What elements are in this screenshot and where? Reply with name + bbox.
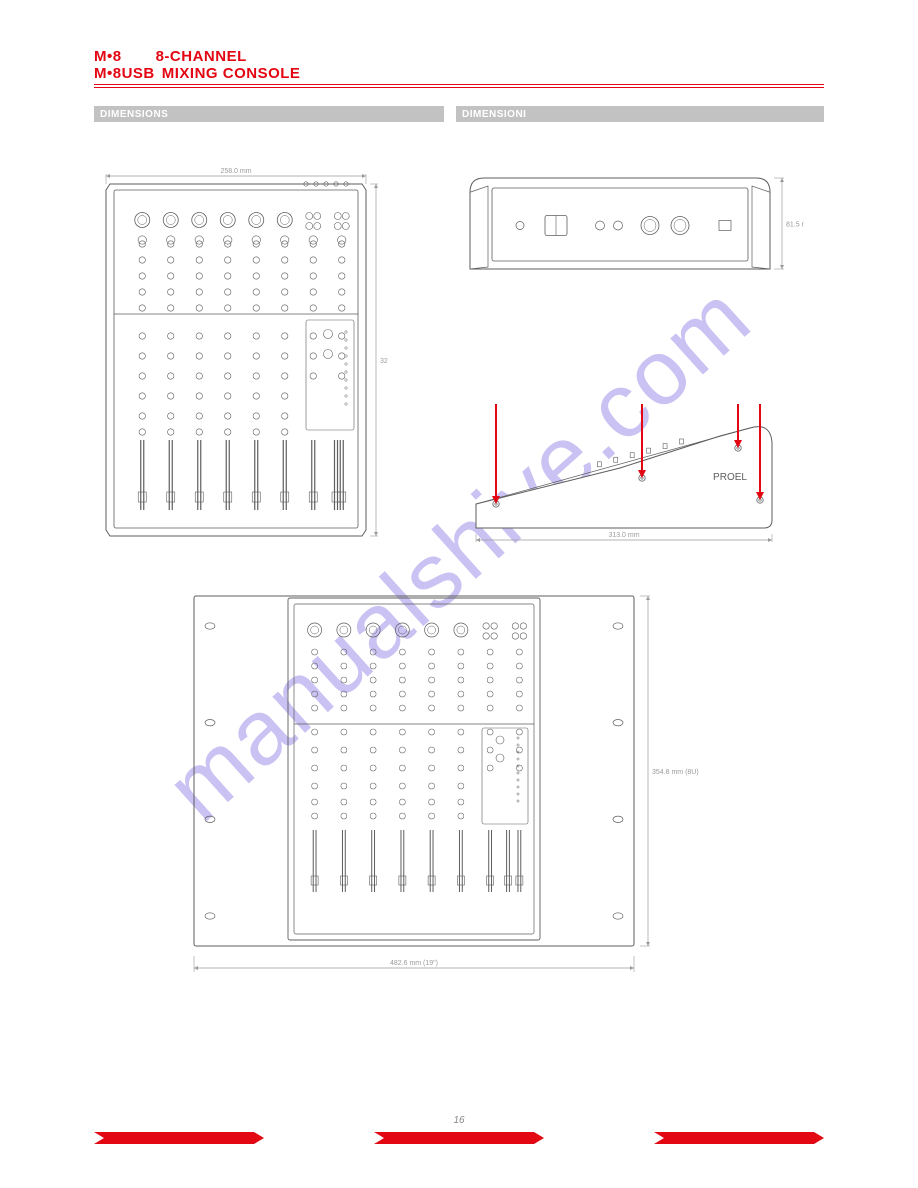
product-title-bottom: MIXING CONSOLE [162,65,301,82]
header-rule [94,84,824,85]
page-number: 16 [453,1115,464,1126]
svg-text:320.5 mm: 320.5 mm [380,358,388,365]
svg-text:81.5 mm: 81.5 mm [786,222,804,229]
section-label-right: DIMENSIONI [456,106,824,122]
header-subrule [94,87,824,88]
svg-text:PROEL: PROEL [713,472,747,483]
diagrams-area: manualshive.com 258.0 mm320.5 mm 81.5 mm… [94,148,824,1028]
product-title-top: 8-CHANNEL [156,48,247,65]
svg-text:313.0 mm: 313.0 mm [608,532,639,539]
model-code-2: M•8USB [94,65,155,82]
svg-text:258.0 mm: 258.0 mm [220,168,251,175]
svg-text:482.6 mm (19"): 482.6 mm (19") [390,960,438,967]
chevron-mid [374,1132,544,1144]
page-header: M•8 8-CHANNEL M•8USB MIXING CONSOLE [94,48,824,88]
diagram-top-view: 258.0 mm 320.5 mm [88,164,388,564]
diagram-rear-view: 81.5 mm [464,166,804,286]
diagram-side-view: PROEL 313.0 mm [464,398,804,588]
svg-text:354.8 mm (8U): 354.8 mm (8U) [652,769,699,776]
section-bars: DIMENSIONS DIMENSIONI [94,106,824,122]
footer-chevrons [94,1128,824,1148]
model-code-1: M•8 [94,48,122,65]
chevron-right [654,1132,824,1144]
section-label-left: DIMENSIONS [94,106,444,122]
diagram-rack-view: 482.6 mm (19") 354.8 mm (8U) [184,588,704,1028]
chevron-left [94,1132,264,1144]
